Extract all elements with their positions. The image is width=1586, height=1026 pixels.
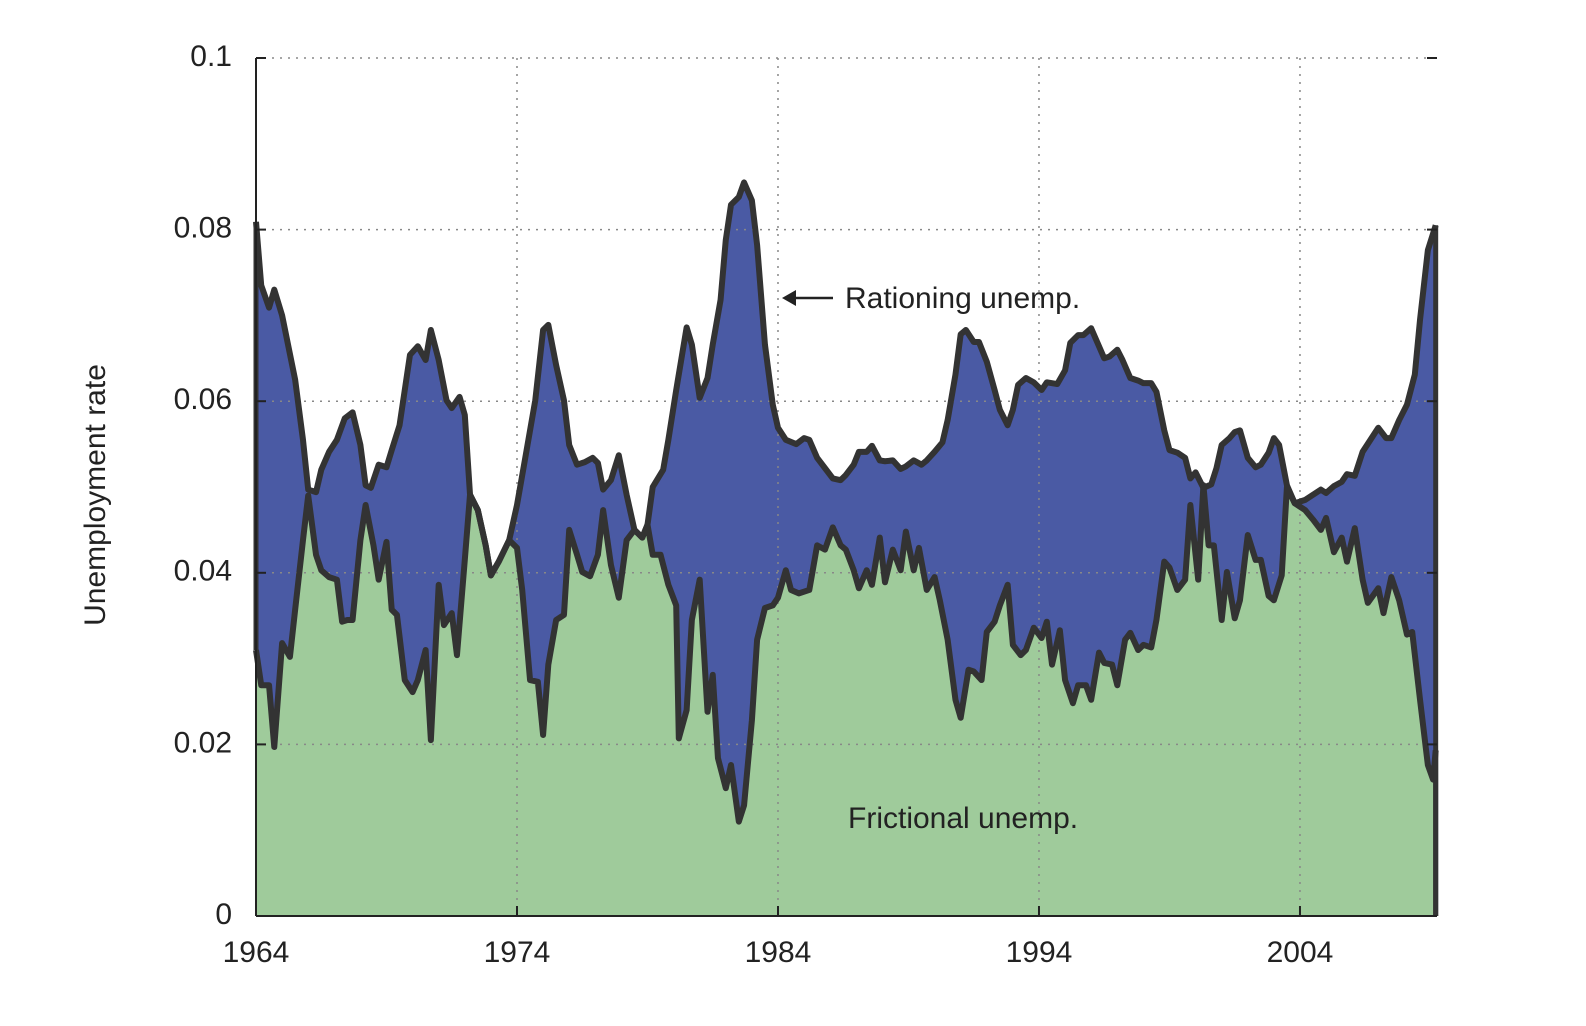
y-axis-label: Unemployment rate: [79, 364, 112, 626]
line: [253, 179, 1439, 579]
line: [253, 482, 1439, 825]
y-tick-label: 0: [215, 898, 232, 931]
arrowhead: [782, 290, 796, 306]
y-tick-label: 0.02: [174, 726, 232, 759]
x-tick-label: 2004: [1267, 936, 1334, 969]
area: [256, 485, 1436, 916]
y-tick-label: 0.1: [190, 40, 232, 73]
x-tick-label: 1974: [484, 936, 551, 969]
x-tick-label: 1984: [745, 936, 812, 969]
y-tick-label: 0.08: [174, 212, 232, 245]
y-tick-label: 0.04: [174, 555, 232, 588]
x-tick-label: 1964: [223, 936, 290, 969]
x-tick-label: 1994: [1006, 936, 1073, 969]
annotation: Rationing unemp.: [845, 282, 1080, 315]
y-tick-label: 0.06: [174, 383, 232, 416]
annotation: Frictional unemp.: [848, 802, 1078, 835]
